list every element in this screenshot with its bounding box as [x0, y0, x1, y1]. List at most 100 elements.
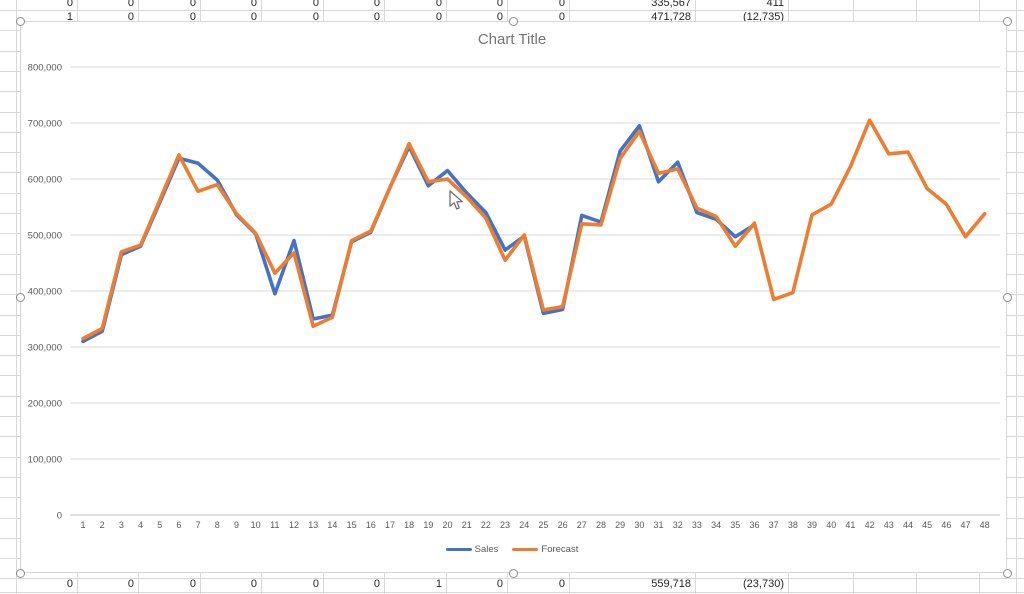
y-tick-label: 800,000: [28, 63, 62, 74]
selection-handle-bottom-center[interactable]: [508, 568, 518, 578]
x-tick-label: 5: [157, 520, 162, 530]
x-tick-label: 6: [176, 520, 181, 530]
sheet-cell[interactable]: (23,730): [743, 578, 784, 590]
sheet-cell[interactable]: 0: [189, 0, 196, 9]
y-tick-label: 200,000: [28, 399, 62, 410]
y-tick-label: 400,000: [28, 287, 62, 298]
x-tick-label: 48: [980, 520, 990, 530]
sheet-cell[interactable]: 0: [435, 11, 442, 23]
sheet-cell[interactable]: 0: [312, 578, 319, 590]
y-tick-label: 0: [57, 511, 62, 522]
sheet-column-gridline: [1016, 0, 1017, 594]
chart-area[interactable]: [20, 21, 1007, 573]
legend-label-forecast: Forecast: [541, 544, 579, 555]
x-tick-label: 44: [903, 520, 913, 530]
legend-item-forecast[interactable]: Forecast: [512, 544, 578, 555]
x-tick-label: 14: [327, 520, 337, 530]
sheet-cell[interactable]: 0: [189, 11, 196, 23]
y-tick-label: 700,000: [28, 119, 62, 130]
sheet-cell[interactable]: 411: [766, 0, 784, 9]
y-tick-label: 100,000: [28, 455, 62, 466]
x-tick-label: 34: [711, 520, 721, 530]
x-tick-label: 1: [80, 520, 85, 530]
x-tick-label: 35: [730, 520, 740, 530]
sheet-row-gridline: [0, 10, 1024, 11]
selection-handle-top-right[interactable]: [1002, 16, 1012, 26]
sheet-cell[interactable]: 0: [250, 11, 257, 23]
x-tick-label: 21: [462, 520, 472, 530]
sheet-cell[interactable]: 0: [373, 0, 380, 9]
sheet-cell[interactable]: 559,718: [651, 578, 691, 590]
selection-handle-bottom-right[interactable]: [1002, 568, 1012, 578]
y-tick-label: 300,000: [28, 343, 62, 354]
x-tick-label: 42: [865, 520, 875, 530]
sales-line[interactable]: [81, 124, 757, 344]
selection-handle-top-center[interactable]: [508, 16, 518, 26]
x-tick-label: 27: [577, 520, 587, 530]
selection-handle-middle-right[interactable]: [1002, 292, 1012, 302]
x-tick-label: 38: [788, 520, 798, 530]
sheet-cell[interactable]: 0: [435, 0, 442, 9]
x-tick-label: 26: [558, 520, 568, 530]
y-tick-label: 600,000: [28, 175, 62, 186]
x-tick-label: 37: [769, 520, 779, 530]
sheet-cell[interactable]: 0: [496, 578, 503, 590]
selection-handle-middle-left[interactable]: [15, 292, 25, 302]
legend-label-sales: Sales: [474, 544, 499, 555]
x-tick-label: 7: [196, 520, 201, 530]
x-tick-label: 15: [347, 520, 357, 530]
sheet-cell[interactable]: 0: [558, 11, 565, 23]
sheet-cell[interactable]: 0: [189, 578, 196, 590]
sheet-cell[interactable]: 471,728: [651, 11, 691, 23]
sheet-cell[interactable]: 0: [66, 578, 73, 590]
sheet-cell[interactable]: 0: [373, 11, 380, 23]
sheet-cell[interactable]: 0: [312, 0, 319, 9]
x-tick-label: 22: [481, 520, 491, 530]
chart-title[interactable]: Chart Title: [477, 31, 547, 48]
chart-legend: Sales Forecast: [0, 544, 1024, 555]
sheet-cell[interactable]: 335,567: [651, 0, 691, 9]
mouse-cursor: [449, 190, 463, 210]
sheet-cell[interactable]: 0: [127, 11, 134, 23]
x-tick-label: 16: [366, 520, 376, 530]
x-tick-label: 41: [845, 520, 855, 530]
x-tick-label: 13: [308, 520, 318, 530]
x-tick-label: 11: [270, 520, 279, 530]
x-tick-label: 32: [673, 520, 683, 530]
sheet-cell[interactable]: 0: [558, 0, 565, 9]
sheet-cell[interactable]: 0: [312, 11, 319, 23]
sheet-cell[interactable]: 0: [558, 578, 565, 590]
sheet-cell[interactable]: 1: [435, 578, 442, 590]
x-tick-label: 17: [385, 520, 395, 530]
legend-item-sales[interactable]: Sales: [445, 544, 499, 555]
sheet-row-gridline: [0, 592, 1024, 593]
sheet-cell[interactable]: 0: [250, 0, 257, 9]
x-tick-label: 8: [215, 520, 220, 530]
forecast-line[interactable]: [81, 118, 987, 341]
selection-handle-bottom-left[interactable]: [15, 568, 25, 578]
x-tick-label: 40: [826, 520, 836, 530]
sheet-cell[interactable]: 1: [66, 11, 73, 23]
x-tick-label: 28: [596, 520, 606, 530]
x-tick-label: 30: [634, 520, 644, 530]
x-tick-label: 9: [234, 520, 239, 530]
sheet-cell[interactable]: 0: [373, 578, 380, 590]
x-tick-label: 36: [749, 520, 759, 530]
x-tick-label: 39: [807, 520, 817, 530]
x-tick-label: 12: [289, 520, 299, 530]
sheet-cell[interactable]: 0: [66, 0, 73, 9]
sheet-cell[interactable]: 0: [127, 0, 134, 9]
sheet-cell[interactable]: 0: [250, 578, 257, 590]
sheet-cell[interactable]: (12,735): [743, 11, 784, 23]
sheet-cell[interactable]: 0: [127, 578, 134, 590]
x-tick-label: 25: [538, 520, 548, 530]
sheet-cell[interactable]: 0: [496, 11, 503, 23]
x-tick-label: 33: [692, 520, 702, 530]
sheet-cell[interactable]: 0: [496, 0, 503, 9]
x-tick-label: 47: [961, 520, 971, 530]
x-tick-label: 45: [922, 520, 932, 530]
x-tick-label: 24: [519, 520, 529, 530]
selection-handle-top-left[interactable]: [15, 16, 25, 26]
y-tick-label: 500,000: [28, 231, 62, 242]
